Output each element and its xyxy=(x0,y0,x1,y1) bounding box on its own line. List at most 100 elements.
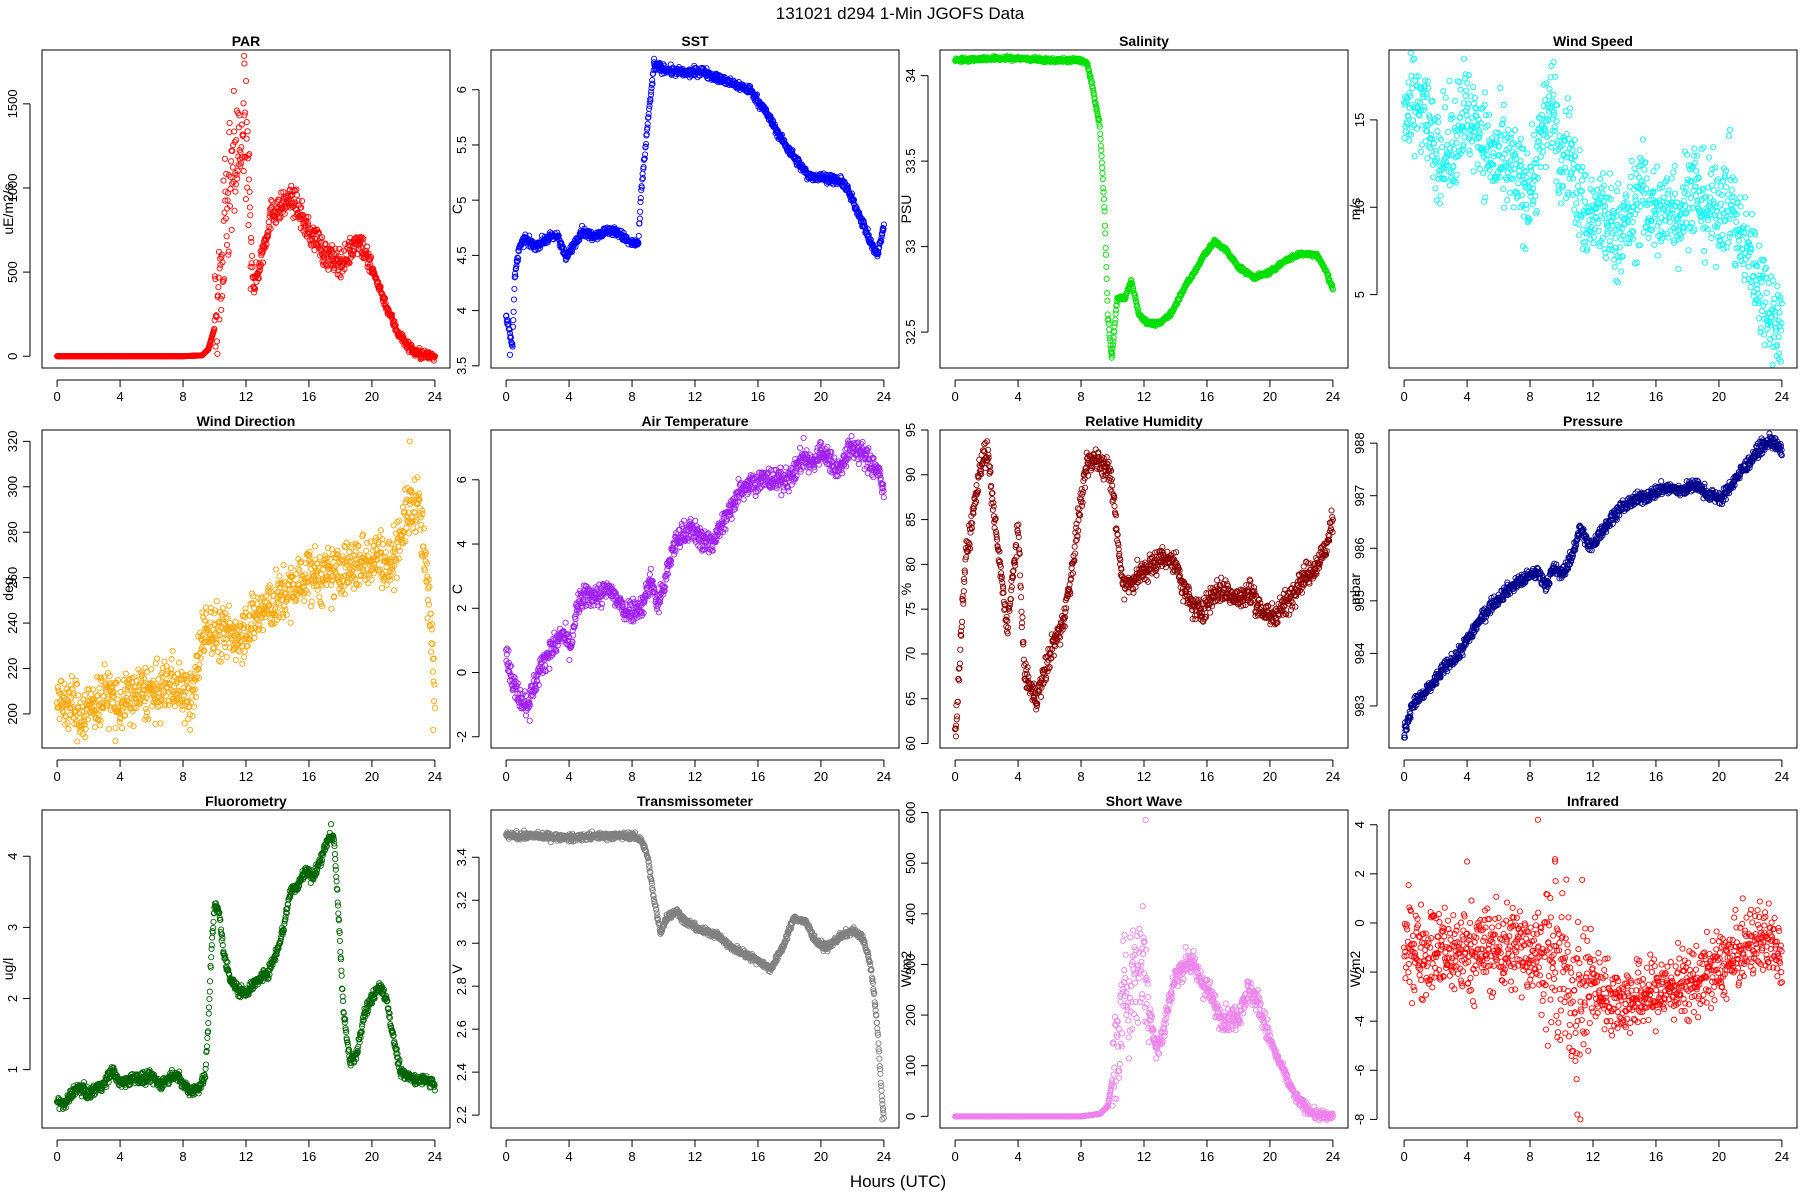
par-point xyxy=(215,274,222,281)
par-point xyxy=(273,219,280,226)
sst-y-tick-label: 3.5 xyxy=(454,357,469,375)
wind-speed-point xyxy=(1627,173,1634,180)
par-point xyxy=(406,341,413,348)
wind-speed-x-tick-label: 24 xyxy=(1775,389,1789,404)
par-point xyxy=(315,229,323,236)
par-point xyxy=(234,175,241,182)
par-point xyxy=(223,241,231,248)
wind-speed-point xyxy=(1466,150,1473,158)
wind-speed-point xyxy=(1463,87,1470,94)
salinity-y-tick-label: 34 xyxy=(903,68,918,82)
par-point xyxy=(212,275,219,283)
sst-point xyxy=(510,296,518,303)
wind-speed-point xyxy=(1414,125,1421,132)
wind-speed-point xyxy=(1405,79,1412,86)
wind-speed-point xyxy=(1643,175,1650,182)
wind-speed-point xyxy=(1618,268,1625,275)
wind-speed-point xyxy=(1447,145,1454,152)
wind-direction-point xyxy=(168,655,175,662)
salinity-x-tick-label: 0 xyxy=(951,389,958,404)
wind-speed-point xyxy=(1507,134,1514,141)
wind-speed-point xyxy=(1689,205,1696,212)
par-title: PAR xyxy=(232,33,261,49)
wind-speed-point xyxy=(1444,141,1451,148)
wind-speed-point xyxy=(1407,49,1414,57)
wind-speed-point xyxy=(1576,232,1583,239)
par-point xyxy=(214,350,221,357)
par-point xyxy=(216,316,223,323)
par-point xyxy=(226,129,233,136)
wind-speed-point xyxy=(1597,176,1604,183)
wind-speed-point xyxy=(1668,175,1675,182)
par-point xyxy=(266,223,273,230)
wind-direction-point xyxy=(187,726,194,733)
wind-direction-point xyxy=(192,693,200,701)
salinity-point xyxy=(1099,170,1106,177)
par-point xyxy=(222,215,229,222)
wind-speed-point xyxy=(1770,277,1777,284)
par-point xyxy=(243,77,250,85)
par-point xyxy=(213,338,221,345)
par-point xyxy=(240,168,247,175)
par-points xyxy=(54,52,439,364)
par-x-tick-label: 20 xyxy=(365,389,379,404)
par-point xyxy=(288,182,295,189)
par-point xyxy=(241,60,248,67)
par-point xyxy=(247,234,255,241)
wind-direction-point xyxy=(148,666,155,673)
wind-speed-x-tick-label: 8 xyxy=(1526,389,1533,404)
wind-direction-point xyxy=(176,659,183,666)
wind-speed-point xyxy=(1430,174,1437,181)
salinity-point xyxy=(1098,159,1105,166)
sst-point xyxy=(511,270,519,277)
salinity-title: Salinity xyxy=(1119,33,1169,49)
wind-speed-point xyxy=(1556,133,1563,140)
wind-speed-point xyxy=(1671,190,1679,197)
par-point xyxy=(405,338,412,345)
wind-speed-point xyxy=(1470,84,1477,91)
wind-speed-x-tick-label: 20 xyxy=(1712,389,1726,404)
par-point xyxy=(347,254,354,261)
par-point xyxy=(249,264,256,271)
par-point xyxy=(230,142,237,149)
sst-point xyxy=(513,258,521,265)
wind-speed-point xyxy=(1634,200,1641,207)
wind-speed-y-tick-label: 5 xyxy=(1352,291,1367,298)
par-point xyxy=(263,237,270,244)
wind-speed-point xyxy=(1588,176,1595,183)
wind-speed-point xyxy=(1517,135,1524,142)
par-point xyxy=(245,222,252,229)
wind-speed-point xyxy=(1546,85,1553,93)
sst-x-tick-label: 24 xyxy=(877,389,891,404)
wind-direction-point xyxy=(213,598,220,605)
par-point xyxy=(244,128,251,135)
wind-direction-point xyxy=(208,650,215,657)
par-y-tick-label: 1000 xyxy=(5,174,20,203)
salinity-point xyxy=(1104,290,1111,297)
par-point xyxy=(234,168,241,175)
wind-speed-point xyxy=(1717,183,1724,190)
wind-speed-point xyxy=(1453,171,1460,178)
wind-speed-point xyxy=(1766,341,1773,348)
salinity-point xyxy=(1102,244,1109,252)
wind-speed-point xyxy=(1417,148,1424,155)
par-point xyxy=(248,260,255,267)
par-point xyxy=(278,189,285,196)
wind-direction-point xyxy=(67,682,74,689)
wind-speed-point xyxy=(1725,132,1732,139)
wind-speed-point xyxy=(1581,198,1588,205)
wind-speed-point xyxy=(1654,163,1661,170)
wind-speed-point xyxy=(1457,86,1464,93)
par-point xyxy=(241,112,248,119)
wind-speed-point xyxy=(1406,137,1413,144)
wind-speed-point xyxy=(1772,313,1779,320)
wind-speed-point xyxy=(1632,197,1639,204)
wind-speed-point xyxy=(1522,167,1529,175)
wind-direction-point xyxy=(74,738,81,745)
par-point xyxy=(305,213,312,221)
par-point xyxy=(256,267,263,274)
wind-speed-point xyxy=(1613,188,1620,195)
wind-speed-point xyxy=(1757,325,1765,332)
wind-speed-point xyxy=(1500,101,1507,108)
